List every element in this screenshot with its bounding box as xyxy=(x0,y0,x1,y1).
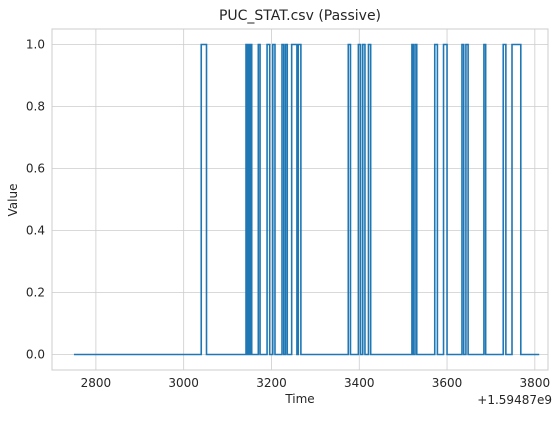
y-tick-label: 0.8 xyxy=(26,100,45,114)
y-axis-label: Value xyxy=(6,184,20,217)
y-tick-label: 0.2 xyxy=(26,286,45,300)
x-axis-label: Time xyxy=(284,392,314,406)
y-tick-label: 1.0 xyxy=(26,38,45,52)
y-tick-label: 0.0 xyxy=(26,348,45,362)
plot-frame xyxy=(51,28,549,371)
x-tick-label: 3000 xyxy=(168,376,199,390)
x-tick-label: 3200 xyxy=(256,376,287,390)
plot-background xyxy=(52,29,548,370)
y-ticks: 0.0 0.2 0.4 0.6 0.8 1.0 xyxy=(26,38,45,362)
y-tick-label: 0.6 xyxy=(26,162,45,176)
x-tick-label: 2800 xyxy=(81,376,112,390)
x-offset-label: +1.59487e9 xyxy=(477,393,552,407)
x-ticks: 2800 3000 3200 3400 3600 3800 xyxy=(81,376,550,390)
x-tick-label: 3800 xyxy=(520,376,551,390)
chart-title: PUC_STAT.csv (Passive) xyxy=(219,8,381,24)
series-line xyxy=(73,43,540,356)
x-tick-label: 3600 xyxy=(432,376,463,390)
x-tick-label: 3400 xyxy=(344,376,375,390)
y-tick-label: 0.4 xyxy=(26,224,45,238)
